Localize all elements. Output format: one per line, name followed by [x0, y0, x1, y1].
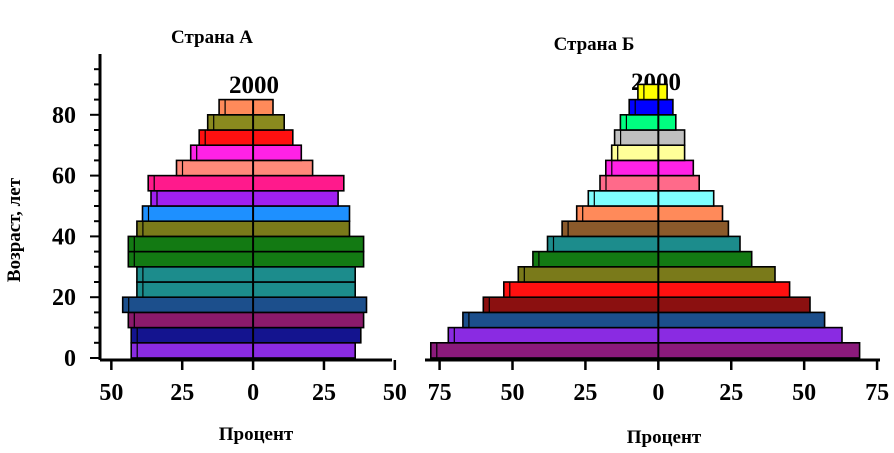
chart-b-x-tick-label: 50 — [501, 380, 525, 406]
chart-a-bar-age-70 — [198, 129, 294, 146]
chart-b-x-tick-label: 0 — [652, 380, 664, 406]
chart-a-bar-age-45 — [141, 205, 351, 222]
chart-b-bar-age-10 — [462, 311, 826, 329]
chart-a-bar-age-25 — [136, 265, 356, 283]
chart-a-bar-age-50 — [150, 190, 339, 207]
chart-a-x-tick-label: 50 — [99, 380, 123, 406]
chart-a-bar-age-30 — [127, 250, 365, 268]
chart-a-bar-age-40 — [136, 220, 351, 238]
chart-b-bar-age-75 — [619, 114, 677, 131]
y-tick-label: 40 — [52, 224, 76, 250]
chart-a-bar-age-55 — [147, 174, 345, 192]
chart-b-bar-age-30 — [532, 250, 753, 268]
y-tick-label: 60 — [52, 164, 76, 190]
chart-a-title: Страна А — [171, 27, 253, 48]
chart-a-bar-age-65 — [189, 144, 303, 162]
chart-a-bar-age-5 — [130, 326, 362, 344]
chart-a-x-tick-label: 50 — [383, 380, 407, 406]
chart-a-bar-age-10 — [127, 311, 365, 329]
chart-b-bar-age-55 — [599, 174, 700, 192]
chart-b-bar-age-0 — [429, 341, 861, 359]
chart-b-title: Страна Б — [554, 34, 635, 55]
y-tick-label: 20 — [52, 285, 76, 311]
chart-b-bar-age-15 — [482, 296, 811, 314]
chart-a-year: 2000 — [229, 72, 279, 99]
chart-a-x-axis-title: Процент — [219, 424, 294, 445]
chart-b-bar-age-35 — [546, 235, 741, 253]
y-axis-title: Возраст, лет — [4, 177, 25, 282]
chart-a-bar-age-0 — [130, 341, 356, 359]
chart-b-x-axis-title: Процент — [627, 427, 702, 448]
chart-a-x-tick-label: 25 — [312, 380, 336, 406]
chart-b-x-tick-label: 25 — [719, 380, 743, 406]
chart-b-bar-age-45 — [575, 205, 724, 222]
chart-b-bar-age-5 — [447, 326, 843, 344]
chart-b-x-tick-label: 75 — [865, 380, 889, 406]
chart-a-bar-age-15 — [121, 296, 368, 314]
chart-b-bar-age-40 — [561, 220, 730, 238]
chart-a-plot: 50 25 0 25 50 0 20 40 60 80 — [52, 54, 407, 406]
chart-b-bar-age-50 — [587, 190, 715, 207]
chart-a-bar-age-60 — [175, 159, 314, 177]
chart-b-bar-age-60 — [604, 159, 695, 177]
chart-a-x-tick-label: 25 — [170, 380, 194, 406]
y-tick-label: 80 — [52, 103, 76, 129]
y-tick-label: 0 — [64, 346, 76, 372]
chart-b-x-tick-label: 25 — [573, 380, 597, 406]
chart-b-x-tick-label: 50 — [792, 380, 816, 406]
chart-a-bar-age-80 — [218, 98, 274, 116]
chart-a-x-tick-label: 0 — [247, 380, 259, 406]
chart-b-bar-age-20 — [502, 281, 791, 298]
chart-a-bar-age-35 — [127, 235, 365, 253]
chart-a-bar-age-75 — [206, 114, 285, 131]
chart-b-plot: 75 50 25 0 25 50 75 — [425, 83, 889, 406]
chart-b-bar-age-25 — [517, 265, 776, 283]
chart-b-x-tick-label: 75 — [428, 380, 452, 406]
chart-b-bar-age-65 — [610, 144, 686, 162]
chart-b-bar-age-70 — [613, 129, 686, 146]
chart-a-bar-age-20 — [136, 281, 356, 298]
chart-b-bar-age-85 — [637, 83, 668, 101]
